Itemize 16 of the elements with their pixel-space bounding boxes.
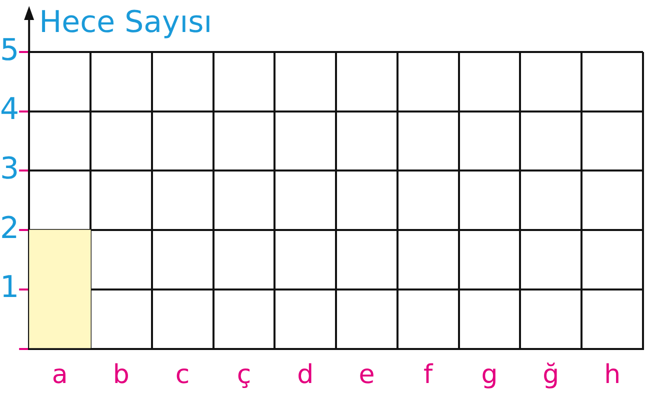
- x-tick-label: ç: [236, 360, 252, 390]
- y-tick-label: 5: [0, 32, 20, 68]
- x-tick-label: h: [604, 360, 621, 390]
- x-tick-label: b: [112, 360, 130, 390]
- x-tick-label: f: [424, 360, 434, 390]
- x-tick-label: d: [297, 360, 314, 390]
- y-tick-label: 4: [0, 92, 20, 128]
- y-axis-title: Hece Sayısı: [39, 4, 212, 40]
- x-tick-label: c: [175, 360, 190, 390]
- y-tick-label: 3: [0, 152, 20, 187]
- y-tick-label: 1: [0, 270, 20, 306]
- x-tick-label: a: [52, 360, 68, 390]
- x-tick-label: ğ: [542, 360, 560, 390]
- x-tick-label: g: [481, 360, 498, 390]
- x-tick-label: e: [358, 360, 375, 390]
- y-tick-label: 2: [0, 210, 20, 246]
